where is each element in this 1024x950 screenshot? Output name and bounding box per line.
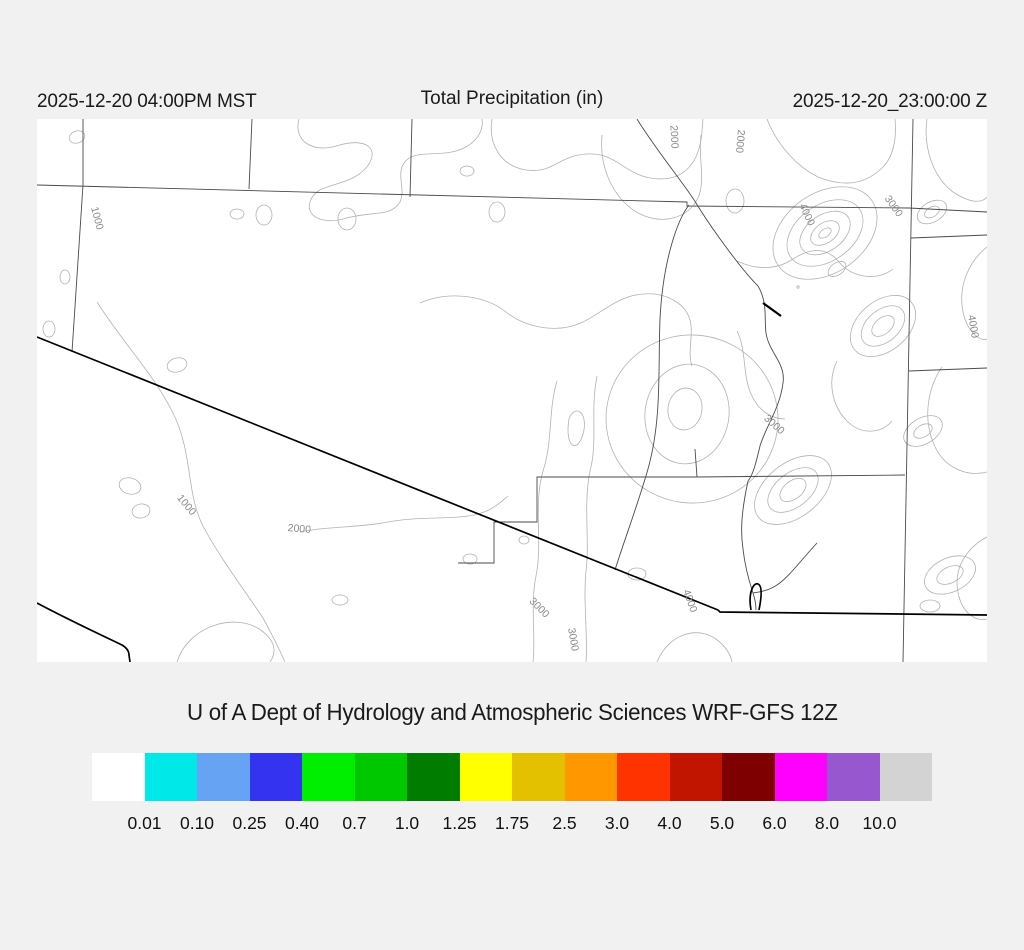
- colorbar-tick-label: 0.25: [232, 813, 267, 833]
- contour-label: 2000: [667, 125, 680, 149]
- colorbar-swatch: [669, 753, 722, 801]
- contour-label: 3000: [565, 627, 581, 652]
- contour-label: 4000: [796, 202, 817, 228]
- valid-time-label: 2025-12-20 04:00PM MST: [37, 91, 257, 112]
- contour-label: 4000: [965, 314, 981, 339]
- contour-label: 3000: [527, 595, 552, 620]
- credit-title: U of A Dept of Hydrology and Atmospheric…: [186, 699, 838, 725]
- colorbar-tick-label: 4.0: [657, 813, 682, 833]
- colorbar-ticks: 0.01 0.10 0.25 0.40 0.7 1.0 1.25 1.75 2.5 3.0 4.0 5…: [92, 813, 932, 837]
- colorbar-tick-label: 0.10: [179, 813, 215, 833]
- contour-label: 3000: [882, 193, 905, 219]
- colorbar-swatch: [827, 753, 880, 801]
- colorbar-swatch: [92, 753, 145, 801]
- colorbar-tick-label: 0.7: [342, 813, 367, 833]
- colorbar-tick-label: 5.0: [709, 813, 735, 833]
- colorbar-swatch: [512, 753, 565, 801]
- colorbar-tick-label: 1.0: [394, 813, 420, 833]
- colorbar-swatch: [879, 753, 932, 801]
- colorbar-tick-label: 8.0: [814, 813, 840, 833]
- colorbar-swatch: [302, 753, 355, 801]
- state-borders: [37, 302, 987, 662]
- contour-label: 4000: [680, 588, 699, 614]
- colorbar-swatch: [722, 753, 775, 801]
- map-canvas: 1000 2000 2000 4000 3000 4000 3000 1000 …: [37, 119, 987, 662]
- page-title: Total Precipitation (in): [420, 88, 604, 109]
- colorbar-tick-label: 2.5: [552, 813, 577, 833]
- contour-label: 1000: [174, 492, 198, 518]
- colorbar-swatch: [197, 753, 250, 801]
- contour-label: 2000: [287, 522, 311, 536]
- forecast-time-label: 2025-12-20_23:00:00 Z: [792, 91, 988, 112]
- colorbar-swatch: [407, 753, 460, 801]
- colorbar-swatch: [459, 753, 512, 801]
- colorbar-swatch: [774, 753, 827, 801]
- colorbar-tick-label: 3.0: [604, 813, 630, 833]
- colorbar-tick-label: 1.25: [442, 813, 477, 833]
- colorbar-tick-label: 1.75: [494, 813, 530, 833]
- colorbar-tick-label: 0.40: [284, 813, 320, 833]
- county-borders: [37, 119, 987, 662]
- colorbar-swatch: [249, 753, 302, 801]
- colorbar-swatch: [354, 753, 407, 801]
- precipitation-map: 1000 2000 2000 4000 3000 4000 3000 1000 …: [37, 119, 987, 662]
- colorbar-swatch: [564, 753, 617, 801]
- colorbar-swatch: [617, 753, 670, 801]
- contour-label: 1000: [88, 205, 106, 231]
- colorbar: [92, 753, 932, 801]
- contour-label-layer: 1000 2000 2000 4000 3000 4000 3000 1000 …: [88, 125, 981, 652]
- colorbar-tick-label: 10.0: [862, 813, 897, 833]
- colorbar-tick-label: 6.0: [762, 813, 787, 833]
- credit-line: U of A Dept of Hydrology and Atmospheric…: [0, 699, 1024, 726]
- colorbar-swatch: [144, 753, 197, 801]
- contour-label: 2000: [733, 129, 747, 153]
- terrain-contours: [42, 119, 987, 662]
- colorbar-tick-label: 0.01: [127, 813, 162, 833]
